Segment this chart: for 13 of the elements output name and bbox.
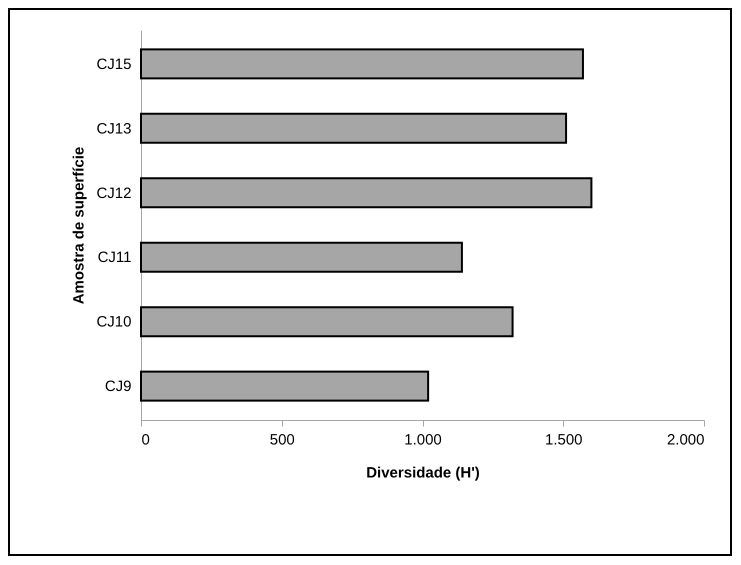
y-tick-label: CJ11 [98, 249, 132, 266]
x-tick-label: 1.500 [544, 432, 583, 448]
y-tick-label: CJ10 [96, 314, 132, 331]
y-tick-label: CJ9 [104, 378, 132, 396]
x-tick-label: 500 [270, 432, 295, 448]
x-axis-title: Diversidade (H') [366, 464, 480, 482]
y-axis-title: Amostra de superfície [70, 146, 88, 304]
y-tick-label: CJ12 [96, 184, 132, 202]
y-tick-label: CJ13 [96, 120, 132, 138]
x-tick-label: 2.000 [666, 432, 704, 448]
y-tick-label: CJ15 [96, 56, 132, 73]
x-tick-label: 1.000 [404, 432, 442, 448]
x-tick-label: 0 [142, 432, 150, 448]
